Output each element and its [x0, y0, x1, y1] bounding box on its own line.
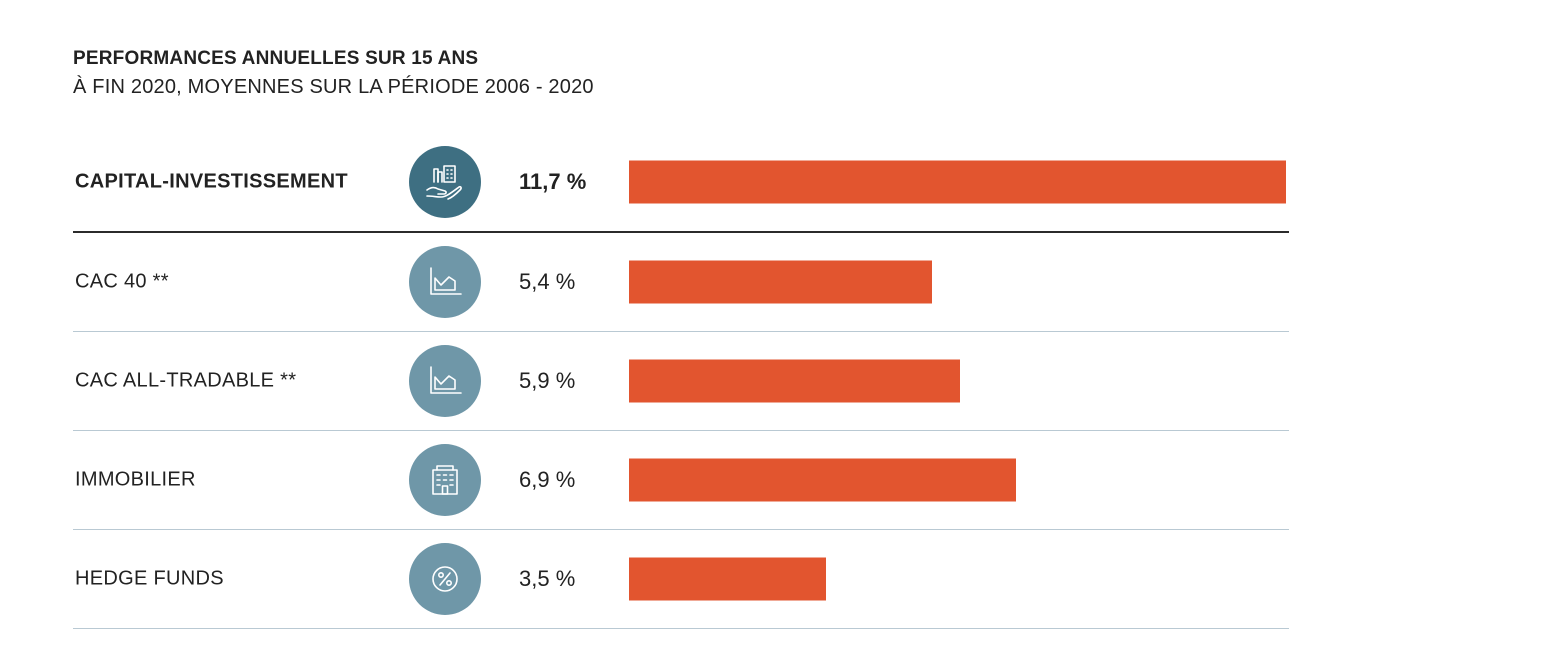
value-label: 3,5 %: [519, 566, 576, 591]
bar-track: [629, 359, 1286, 403]
bar-row-cac-40: CAC 40 ** 5,4 %: [73, 233, 1289, 332]
value-label: 5,4 %: [519, 269, 576, 294]
bar: [629, 557, 826, 601]
bar-row-hedge-funds: HEDGE FUNDS 3,5 %: [73, 530, 1289, 629]
category-label: HEDGE FUNDS: [75, 567, 224, 590]
category-label: IMMOBILIER: [75, 468, 196, 491]
bar-row-capital-investissement: CAPITAL-INVESTISSEMENT 11,7 %: [73, 133, 1289, 233]
percent-icon: [409, 543, 481, 615]
chart-subtitle: À FIN 2020, MOYENNES SUR LA PÉRIODE 2006…: [73, 76, 594, 98]
category-label: CAPITAL-INVESTISSEMENT: [75, 170, 348, 193]
value-label: 6,9 %: [519, 467, 576, 492]
bar: [629, 260, 933, 304]
bar-row-immobilier: IMMOBILIER 6,9 %: [73, 431, 1289, 530]
bar-track: [629, 557, 1286, 601]
bar-chart: CAPITAL-INVESTISSEMENT 11,7 % CAC 40 ** …: [73, 133, 1289, 629]
line-chart-icon: [409, 345, 481, 417]
hand-buildings-icon: [409, 146, 481, 218]
building-icon: [409, 444, 481, 516]
bar-track: [629, 260, 1286, 304]
category-label: CAC ALL-TRADABLE **: [75, 369, 297, 392]
bar-track: [629, 458, 1286, 502]
bar: [629, 458, 1017, 502]
bar-track: [629, 160, 1286, 204]
value-label: 5,9 %: [519, 368, 576, 393]
line-chart-icon: [409, 246, 481, 318]
category-label: CAC 40 **: [75, 270, 169, 293]
chart-title: PERFORMANCES ANNUELLES SUR 15 ANS: [73, 48, 479, 69]
bar-row-cac-all-tradable: CAC ALL-TRADABLE ** 5,9 %: [73, 332, 1289, 431]
value-label: 11,7 %: [519, 169, 587, 194]
bar: [629, 160, 1286, 204]
bar: [629, 359, 961, 403]
